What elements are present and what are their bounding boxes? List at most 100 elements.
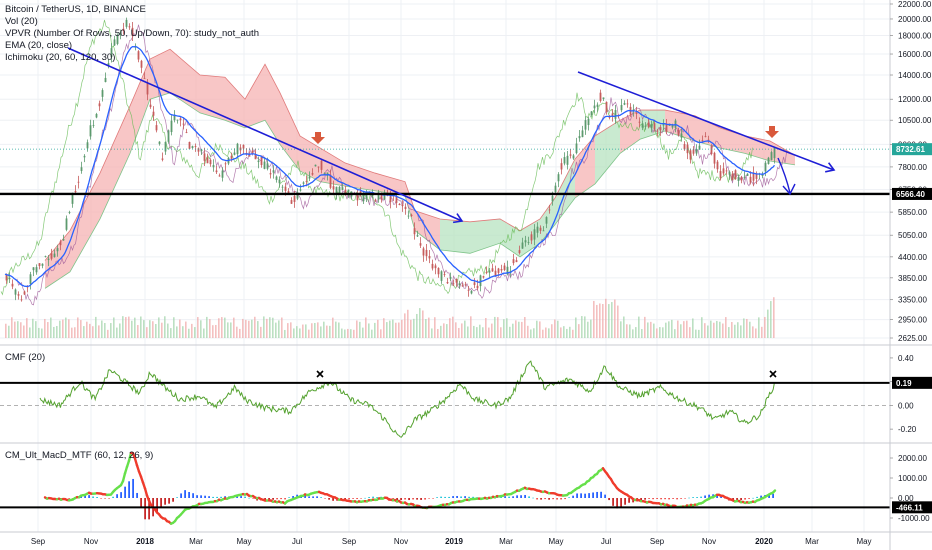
- macd-histogram-bar: [604, 494, 606, 498]
- legend-macd[interactable]: CM_Ult_MacD_MTF (60, 12, 26, 9): [5, 450, 154, 461]
- volume-bar: [323, 321, 325, 338]
- price-candle-body: [533, 229, 536, 240]
- volume-bar: [542, 329, 544, 338]
- volume-bar: [188, 328, 190, 338]
- price-candle-body: [773, 147, 776, 159]
- macd-histogram-bar: [624, 498, 626, 505]
- macd-histogram-bar: [600, 491, 602, 498]
- macd-histogram-bar: [424, 498, 426, 500]
- price-candle-body: [119, 32, 122, 36]
- volume-bar: [104, 323, 106, 338]
- support-level-tag-bg: [892, 187, 932, 200]
- price-candle-body: [572, 155, 575, 159]
- ichimoku-cloud-segment: [470, 218, 500, 254]
- volume-bar: [713, 322, 715, 338]
- price-candle-body: [233, 152, 236, 155]
- macd-histogram-bar: [520, 495, 522, 498]
- projection-arrow: [777, 157, 791, 194]
- volume-bar: [317, 322, 319, 338]
- volume-bar: [98, 325, 100, 338]
- legend-cmf[interactable]: CMF (20): [5, 352, 46, 363]
- volume-bar: [578, 324, 580, 338]
- macd-histogram-bar: [452, 496, 454, 498]
- price-candle-body: [500, 269, 503, 271]
- time-tick-label: 2018: [136, 537, 154, 546]
- volume-bar: [23, 325, 25, 338]
- price-candle-body: [257, 160, 260, 163]
- price-candle-body: [434, 265, 437, 269]
- macd-histogram-bar: [124, 486, 126, 498]
- volume-bar: [494, 316, 496, 338]
- price-tick-label: 20000.00: [898, 15, 932, 24]
- volume-bar: [83, 326, 85, 338]
- volume-bar: [344, 329, 346, 338]
- legend-vol[interactable]: Vol (20): [5, 16, 38, 27]
- price-candle-body: [53, 253, 56, 258]
- price-tick-label: 3350.00: [898, 296, 927, 305]
- volume-bar: [92, 326, 94, 338]
- macd-histogram-bar: [428, 498, 430, 499]
- volume-bar: [56, 326, 58, 338]
- price-candle-body: [746, 173, 749, 176]
- volume-bar: [140, 316, 142, 338]
- price-candle-body: [182, 123, 185, 125]
- price-candle-body: [449, 276, 452, 279]
- price-candle-body: [347, 189, 350, 192]
- volume-bar: [584, 316, 586, 338]
- macd-histogram-bar: [208, 496, 210, 498]
- macd-line-segment: [771, 489, 777, 494]
- time-tick-label: Sep: [31, 537, 46, 546]
- time-tick-label: Mar: [805, 537, 819, 546]
- volume-bar: [191, 323, 193, 338]
- macd-histogram-bar: [596, 491, 598, 498]
- volume-bar: [251, 319, 253, 338]
- chart-title[interactable]: Bitcoin / TetherUS, 1D, BINANCE: [5, 4, 146, 15]
- price-candle-body: [419, 243, 422, 246]
- price-candle-body: [263, 161, 266, 169]
- volume-bar: [164, 316, 166, 338]
- price-candle-body: [155, 125, 158, 131]
- price-candle-body: [149, 104, 152, 108]
- legend-ema[interactable]: EMA (20, close): [5, 40, 73, 51]
- cmf-tick-label: -0.20: [898, 425, 917, 434]
- volume-bar: [434, 317, 436, 338]
- volume-bar: [416, 313, 418, 338]
- volume-bar: [203, 328, 205, 338]
- macd-histogram-bar: [224, 496, 226, 498]
- macd-histogram-bar: [748, 498, 750, 499]
- macd-histogram-bar: [376, 497, 378, 498]
- volume-bar: [413, 318, 415, 338]
- price-candle-body: [92, 124, 95, 126]
- legend-ichimoku[interactable]: Ichimoku (20, 60, 120, 30): [5, 52, 116, 63]
- volume-bar: [749, 321, 751, 338]
- price-candle-body: [194, 146, 197, 147]
- support-level-tag: 6566.40: [896, 190, 925, 199]
- macd-histogram-bar: [264, 498, 266, 501]
- price-candle-body: [107, 63, 110, 66]
- price-candle-body: [5, 274, 8, 281]
- price-candle-body: [656, 130, 659, 132]
- volume-bar: [566, 328, 568, 338]
- time-tick-label: May: [856, 537, 871, 546]
- volume-bar: [269, 317, 271, 338]
- price-candle-body: [122, 28, 125, 31]
- macd-histogram-bar: [84, 495, 86, 498]
- macd-histogram-bar: [328, 498, 330, 500]
- volume-bar: [437, 328, 439, 338]
- volume-bar: [65, 317, 67, 338]
- time-tick-label: Sep: [342, 537, 357, 546]
- macd-histogram-bar: [92, 496, 94, 498]
- price-candle-body: [761, 174, 764, 176]
- volume-bar: [695, 329, 697, 338]
- price-candle-body: [170, 120, 173, 133]
- price-candle-body: [710, 145, 713, 155]
- price-candle-body: [176, 119, 179, 121]
- macd-axis: 2000.00 1000.00 0.00 -1000.00 -466.11: [890, 454, 932, 523]
- price-candle-body: [188, 141, 191, 149]
- price-candle-body: [560, 163, 563, 170]
- price-candle-body: [611, 113, 614, 117]
- legend-vpvr[interactable]: VPVR (Number Of Rows, 50, Up/Down, 70): …: [5, 28, 259, 39]
- macd-histogram-bar: [528, 496, 530, 498]
- price-candle-body: [116, 35, 119, 44]
